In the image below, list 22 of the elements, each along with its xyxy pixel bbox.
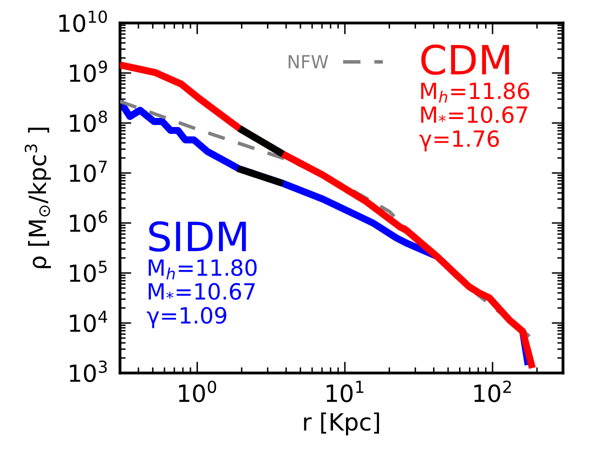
annotation: M$_{*}$=10.67	[421, 106, 528, 124]
y-tick-label: 10$^{8}$	[70, 110, 107, 132]
x-tick-label: 10$^{1}$	[326, 380, 364, 402]
y-tick-label: 10$^{6}$	[70, 210, 108, 232]
annotation: γ=1.76	[419, 130, 499, 152]
y-tick-label: 10$^{5}$	[70, 260, 107, 282]
annotation: M$_{h}$=11.80	[148, 259, 257, 280]
annotation: M$_{h}$=11.86	[421, 82, 530, 103]
x-axis-title: r [Kpc]	[304, 412, 380, 436]
y-tick-label: 10$^{9}$	[70, 60, 107, 82]
annotation: γ=1.09	[146, 306, 226, 328]
y-tick-label: 10$^{7}$	[70, 160, 107, 182]
x-tick-label: 10$^{0}$	[179, 380, 216, 402]
y-tick-label: 10$^{4}$	[70, 310, 108, 332]
y-axis-title: ρ [M$_{⊙}$/kpc$^{3}$ ]	[24, 128, 51, 268]
series-label: SIDM	[149, 221, 246, 252]
y-tick-label: 10$^{10}$	[59, 10, 107, 32]
y-tick-label: 10$^{3}$	[70, 360, 107, 382]
legend-label: NFW	[288, 55, 328, 68]
annotation: M$_{*}$=10.67	[148, 283, 255, 300]
text: CDM	[421, 44, 509, 75]
x-tick-label: 10$^{2}$	[474, 380, 511, 402]
